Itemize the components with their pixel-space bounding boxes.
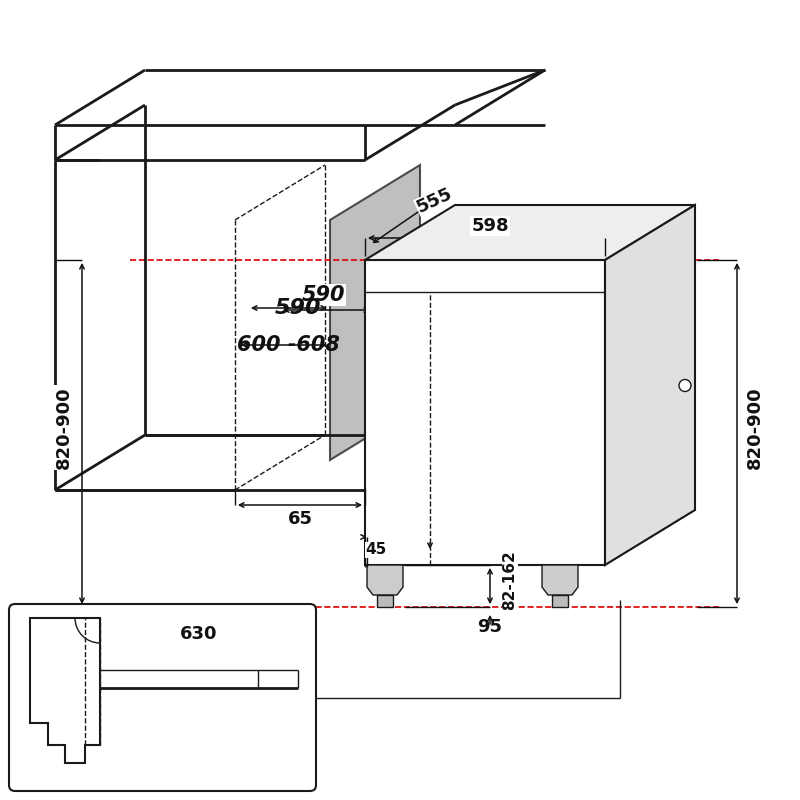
Circle shape	[679, 379, 691, 391]
Text: 45: 45	[366, 542, 386, 558]
Text: 590: 590	[274, 298, 322, 318]
Polygon shape	[30, 618, 100, 763]
Text: 590: 590	[302, 285, 345, 305]
Polygon shape	[365, 205, 695, 260]
Bar	[377, 595, 393, 607]
Text: 65: 65	[287, 510, 313, 528]
Polygon shape	[330, 165, 420, 460]
Polygon shape	[605, 205, 695, 565]
Text: 630: 630	[180, 625, 218, 643]
Text: 600 -608: 600 -608	[237, 335, 339, 355]
Text: 598: 598	[471, 217, 509, 235]
Text: 555: 555	[414, 185, 456, 217]
Text: 820-900: 820-900	[55, 386, 73, 469]
Polygon shape	[365, 260, 605, 565]
FancyBboxPatch shape	[9, 604, 316, 791]
Text: 820-900: 820-900	[746, 386, 764, 469]
Bar	[552, 595, 568, 607]
Text: 95: 95	[478, 618, 502, 636]
Polygon shape	[542, 565, 578, 595]
Polygon shape	[367, 565, 403, 595]
Text: 82-162: 82-162	[502, 550, 518, 610]
